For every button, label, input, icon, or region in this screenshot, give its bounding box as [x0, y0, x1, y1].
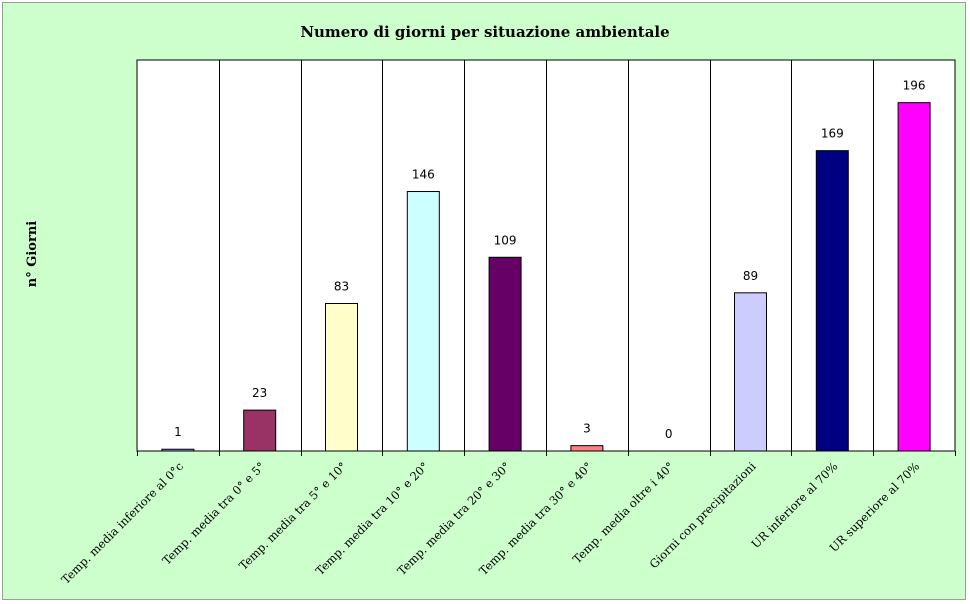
bar: [570, 445, 604, 452]
bars: [161, 102, 931, 452]
bar: [488, 256, 522, 452]
data-label: 23: [252, 386, 267, 400]
bar: [406, 191, 440, 452]
x-tick-label: UR inferiore al 70%: [749, 459, 841, 551]
data-label: 146: [412, 168, 435, 182]
x-tick-label: UR superiore al 70%: [827, 459, 923, 555]
y-axis-label: n° Giorni: [25, 221, 40, 287]
data-label: 0: [665, 427, 673, 441]
bar: [734, 292, 767, 452]
data-label: 83: [334, 279, 349, 293]
x-tick-label: Temp. media inferiore al 0°c: [59, 459, 187, 587]
data-label: 196: [903, 79, 926, 93]
bar: [897, 102, 931, 452]
data-label: 1: [174, 425, 182, 439]
data-label: 109: [494, 233, 517, 247]
bar: [815, 150, 849, 452]
data-labels: 1 23 83 146 109 3 0 89 169 196: [174, 79, 925, 441]
category-separators: [219, 60, 874, 451]
x-axis-ticks: [137, 451, 956, 456]
bar: [161, 448, 195, 452]
data-label: 3: [583, 422, 591, 436]
bar: [243, 409, 277, 452]
chart-title: Numero di giorni per situazione ambienta…: [300, 23, 669, 41]
data-label: 89: [743, 269, 758, 283]
bar: [325, 302, 358, 452]
data-label: 169: [821, 127, 844, 141]
